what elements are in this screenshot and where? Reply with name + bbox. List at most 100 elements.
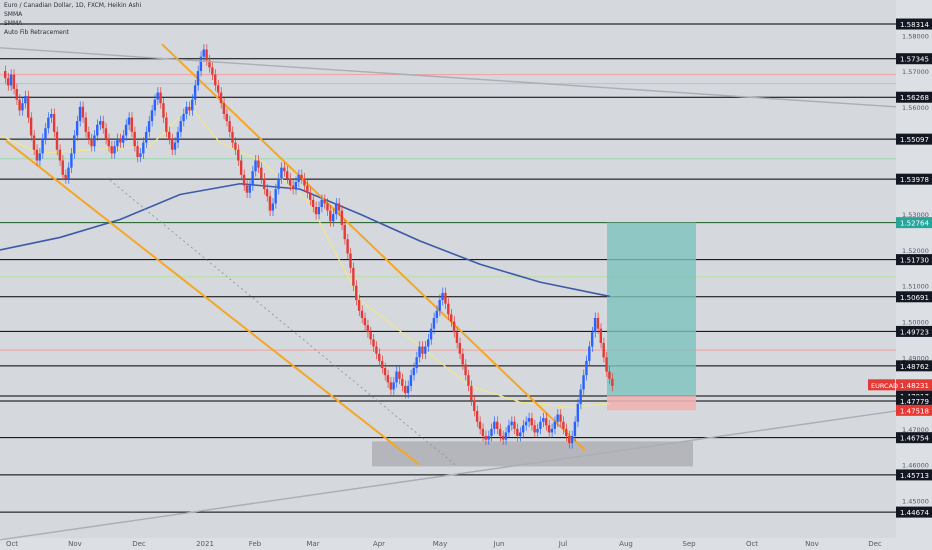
candle xyxy=(228,121,231,132)
level-price-tag xyxy=(896,379,932,391)
candle xyxy=(306,185,309,193)
candle xyxy=(136,146,139,157)
candle xyxy=(24,96,27,104)
candle xyxy=(533,425,536,433)
candle xyxy=(602,342,605,358)
candle xyxy=(47,117,50,129)
indicator-label[interactable]: Auto Fib Retracement xyxy=(4,29,70,36)
candle xyxy=(288,178,292,186)
long-trend-line xyxy=(0,47,897,108)
candle xyxy=(337,203,341,211)
candle xyxy=(441,292,444,301)
level-price-label: 1.45713 xyxy=(900,472,929,480)
candle xyxy=(265,189,269,197)
level-price-label: 1.48231 xyxy=(900,382,929,390)
candle xyxy=(498,428,502,437)
candle xyxy=(363,317,367,326)
level-price-tag xyxy=(896,291,932,303)
candle xyxy=(452,321,456,333)
candle xyxy=(343,224,346,240)
candle xyxy=(231,131,234,143)
candle xyxy=(484,436,487,440)
level-price-tag xyxy=(896,395,932,407)
candle xyxy=(35,149,39,161)
symbol-tag-box xyxy=(868,379,895,391)
level-price-label: 1.47518 xyxy=(900,407,929,415)
channel-upper-line xyxy=(161,43,586,452)
candle xyxy=(559,414,562,422)
candle xyxy=(234,142,237,150)
candle xyxy=(254,160,257,172)
candle xyxy=(550,428,554,433)
candle xyxy=(162,103,165,118)
candle xyxy=(144,131,148,143)
candle xyxy=(96,124,99,136)
take-profit-zone xyxy=(607,222,696,397)
candle xyxy=(539,421,542,429)
candle xyxy=(260,167,263,179)
candle xyxy=(504,432,508,440)
candle xyxy=(98,121,102,125)
candle xyxy=(556,414,559,422)
candle xyxy=(225,113,228,122)
symbol-tag: EURCAD xyxy=(871,382,898,390)
month-label: Nov xyxy=(68,540,82,548)
candle xyxy=(9,74,13,86)
candle xyxy=(608,371,611,379)
smma-slow-line xyxy=(0,182,611,298)
price-tick-label: 1.53000 xyxy=(902,211,929,219)
month-label: Oct xyxy=(746,540,758,548)
month-label: Jun xyxy=(493,540,505,548)
candle xyxy=(496,421,499,429)
candle xyxy=(294,181,298,190)
candle xyxy=(283,167,286,172)
candle xyxy=(110,146,113,154)
candle xyxy=(383,368,387,376)
candle xyxy=(590,332,594,347)
candle xyxy=(372,339,375,347)
indicator-label[interactable]: SMMA xyxy=(4,11,23,18)
candle xyxy=(214,74,217,86)
price-tick-label: 1.52000 xyxy=(902,247,929,255)
level-price-label: 1.46754 xyxy=(900,435,929,443)
candle xyxy=(156,92,159,100)
level-price-tag xyxy=(896,173,932,185)
candle xyxy=(67,167,70,179)
candle xyxy=(81,106,85,118)
candle xyxy=(139,153,142,157)
price-tick-label: 1.50000 xyxy=(902,319,929,327)
candle xyxy=(251,171,254,186)
candle xyxy=(150,110,154,122)
month-label: Apr xyxy=(373,540,385,548)
candle xyxy=(29,117,33,136)
candle xyxy=(18,99,21,111)
candle xyxy=(291,185,295,190)
candle xyxy=(444,292,447,304)
candle xyxy=(418,346,421,358)
candle xyxy=(271,203,274,211)
level-price-tag xyxy=(896,91,932,103)
candle xyxy=(412,368,415,376)
candle xyxy=(32,135,36,150)
candle xyxy=(173,142,177,150)
price-tick-label: 1.56000 xyxy=(902,104,929,112)
candle xyxy=(432,317,436,329)
candle xyxy=(38,153,41,161)
indicator-label[interactable]: SMMA xyxy=(4,20,23,27)
candle xyxy=(239,160,243,175)
candle xyxy=(311,199,315,208)
candle xyxy=(605,357,608,372)
candle xyxy=(119,139,122,143)
candle xyxy=(124,124,128,136)
level-price-label: 1.50691 xyxy=(900,294,929,302)
level-price-label: 1.55097 xyxy=(900,136,929,144)
candle xyxy=(27,96,30,118)
candle xyxy=(588,346,591,361)
channel-lower-line xyxy=(5,140,421,466)
candle xyxy=(401,378,404,386)
stop-loss-zone xyxy=(607,396,696,411)
candle xyxy=(61,160,64,175)
candle xyxy=(262,178,266,190)
candle xyxy=(513,421,516,429)
